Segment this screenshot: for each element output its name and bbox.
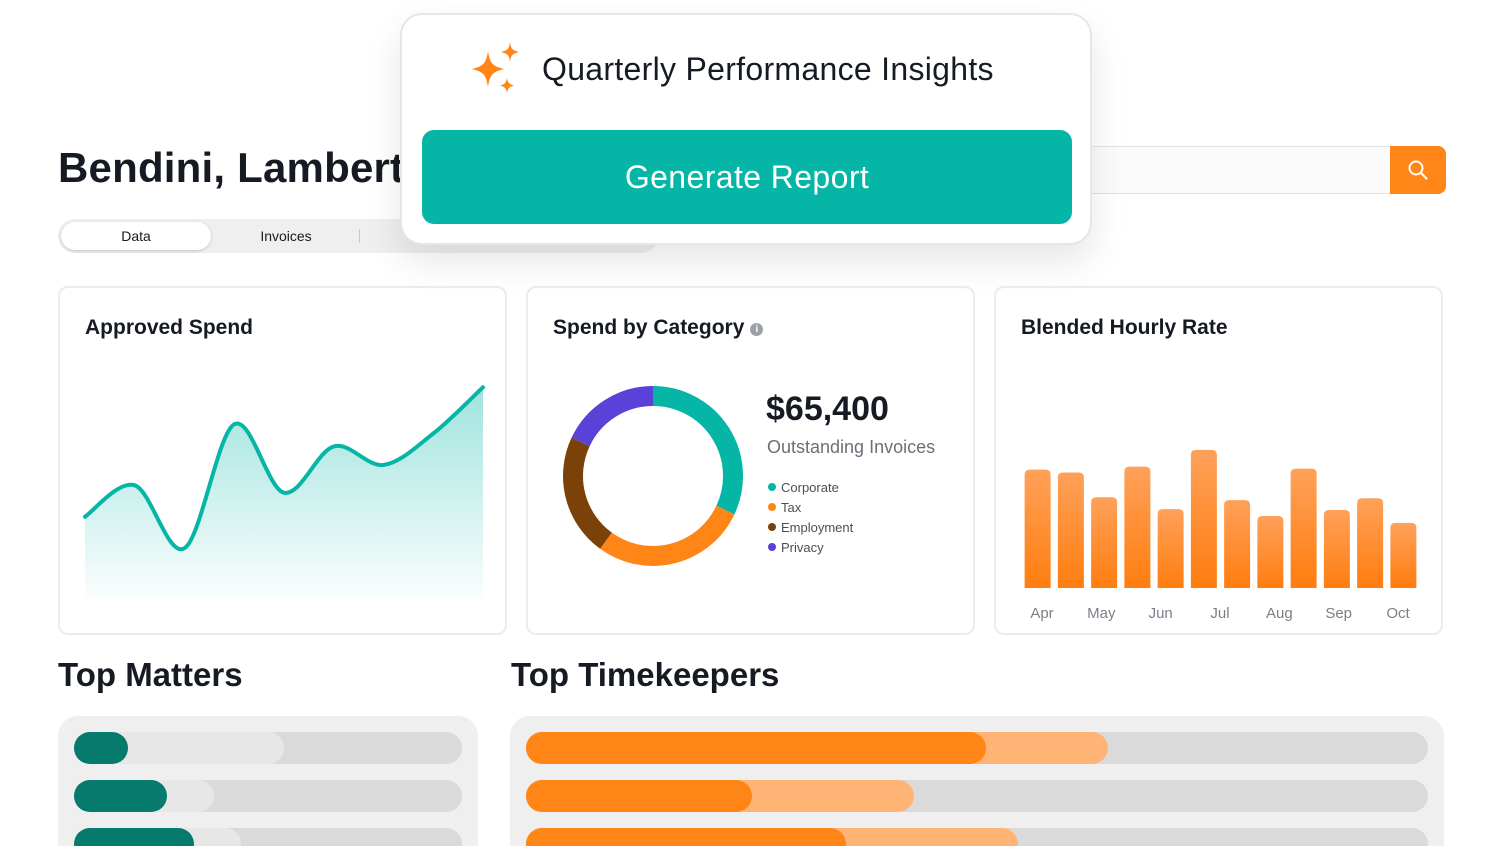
progress-primary xyxy=(74,828,195,846)
approved-spend-card: Approved Spend xyxy=(58,286,507,635)
spend-by-category-title: Spend by Category i xyxy=(553,316,764,340)
progress-primary xyxy=(526,828,847,846)
progress-track xyxy=(74,828,462,846)
rate-bar xyxy=(1390,522,1417,588)
legend-dot xyxy=(768,483,776,491)
x-tick-label: May xyxy=(1087,605,1116,622)
tab-divider xyxy=(359,229,360,243)
progress-track xyxy=(74,780,462,812)
search-input[interactable] xyxy=(1060,146,1394,194)
x-tick-label: Sep xyxy=(1325,605,1352,622)
legend-item-tax: Tax xyxy=(768,498,853,518)
top-timekeepers-panel xyxy=(510,716,1444,846)
progress-primary xyxy=(526,732,987,764)
legend-label: Tax xyxy=(781,500,802,515)
spend-by-category-card: Spend by Category i $65,400 Outstanding I… xyxy=(526,286,975,635)
progress-track xyxy=(74,732,462,764)
approved-spend-chart xyxy=(83,385,485,600)
donut-slice-privacy xyxy=(571,386,654,447)
rate-bar xyxy=(1157,509,1184,588)
progress-track xyxy=(526,828,1428,846)
rate-bar xyxy=(1357,498,1384,588)
progress-primary xyxy=(526,780,752,812)
donut-slice-tax xyxy=(600,505,735,566)
category-legend: Corporate Tax Employment Privacy xyxy=(768,478,853,558)
legend-dot xyxy=(768,523,776,531)
rate-bar xyxy=(1224,500,1251,588)
donut-slice-employment xyxy=(563,437,613,549)
legend-label: Employment xyxy=(781,520,854,535)
legend-label: Corporate xyxy=(781,480,839,495)
top-timekeepers-title: Top Timekeepers xyxy=(511,656,780,693)
search-icon xyxy=(1408,160,1428,180)
legend-label: Privacy xyxy=(781,540,824,555)
x-tick-label: Oct xyxy=(1386,605,1410,622)
legend-dot xyxy=(768,543,776,551)
x-tick-label: Aug xyxy=(1266,605,1293,622)
top-matters-title: Top Matters xyxy=(58,656,243,693)
spend-line xyxy=(83,385,485,552)
legend-item-privacy: Privacy xyxy=(768,538,853,558)
rate-bar xyxy=(1124,466,1151,588)
rate-bar xyxy=(1190,449,1217,588)
progress-track xyxy=(526,732,1428,764)
legend-item-employment: Employment xyxy=(768,518,853,538)
rate-bar xyxy=(1290,468,1317,588)
blended-rate-card: Blended Hourly Rate Apr May Jun Jul Aug Sep Oc… xyxy=(994,286,1443,635)
rate-bar xyxy=(1257,515,1284,588)
donut-slice-corporate xyxy=(652,386,743,515)
rate-bar xyxy=(1024,469,1051,588)
x-tick-label: Apr xyxy=(1030,605,1053,622)
rate-bar xyxy=(1323,510,1350,588)
page-title: Bendini, Lambert xyxy=(58,144,405,191)
generate-report-button[interactable]: Generate Report xyxy=(422,130,1072,224)
search-button[interactable] xyxy=(1390,146,1446,194)
spend-donut-chart xyxy=(563,386,743,566)
x-tick-label: Jul xyxy=(1210,605,1229,622)
sparkles-icon xyxy=(472,42,519,93)
top-matters-panel xyxy=(58,716,478,846)
progress-primary xyxy=(74,780,168,812)
info-icon[interactable]: i xyxy=(750,323,764,336)
rate-bar xyxy=(1091,497,1118,588)
tab-invoices[interactable]: Invoices xyxy=(260,228,312,244)
spend-by-category-label: Spend by Category xyxy=(553,316,745,339)
legend-dot xyxy=(768,503,776,511)
legend-item-corporate: Corporate xyxy=(768,478,853,498)
progress-track xyxy=(526,780,1428,812)
search-bar xyxy=(1060,146,1446,194)
outstanding-caption: Outstanding Invoices xyxy=(767,437,936,457)
x-tick-label: Jun xyxy=(1149,605,1173,622)
tab-data[interactable]: Data xyxy=(61,222,211,250)
rate-bar xyxy=(1057,472,1084,588)
approved-spend-title: Approved Spend xyxy=(85,316,254,339)
insights-popup: Quarterly Performance Insights Generate … xyxy=(400,13,1092,245)
outstanding-amount: $65,400 xyxy=(766,390,889,428)
blended-rate-chart: Apr May Jun Jul Aug Sep Oct xyxy=(1024,449,1417,622)
popup-title: Quarterly Performance Insights xyxy=(542,51,994,87)
progress-primary xyxy=(74,732,129,764)
blended-rate-title: Blended Hourly Rate xyxy=(1021,316,1228,339)
